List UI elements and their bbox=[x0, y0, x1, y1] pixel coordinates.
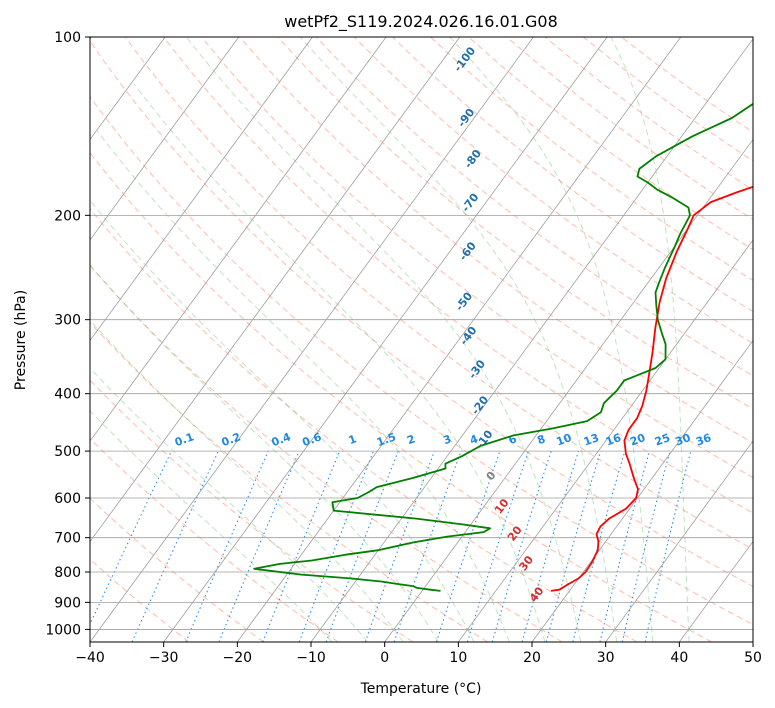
y-tick-label: 600 bbox=[54, 491, 81, 507]
x-tick-label: 30 bbox=[597, 650, 615, 666]
y-tick-label: 300 bbox=[54, 313, 81, 329]
mixing-ratio-label: 3 bbox=[441, 432, 453, 447]
x-tick-label: −40 bbox=[75, 650, 105, 666]
x-tick-label: −30 bbox=[149, 650, 179, 666]
dry-adiabat bbox=[353, 37, 753, 344]
dry-adiabat bbox=[163, 37, 753, 514]
mixing-ratio-line bbox=[435, 450, 501, 642]
y-axis-title: Pressure (hPa) bbox=[13, 290, 29, 390]
moist-adiabat bbox=[90, 199, 475, 642]
mixing-ratio-label: 25 bbox=[653, 431, 672, 448]
dry-adiabat bbox=[90, 96, 753, 626]
x-tick-label: −20 bbox=[223, 650, 253, 666]
mixing-ratio-label: 10 bbox=[555, 431, 574, 449]
isotherm-line bbox=[90, 37, 313, 342]
isotherm-line bbox=[90, 37, 387, 442]
y-tick-label: 400 bbox=[54, 387, 81, 403]
dry-adiabat bbox=[90, 264, 563, 642]
mixing-ratio-line bbox=[262, 450, 341, 642]
axes: −40 −30 −20 −10 0 10 20 30 40 5010020030040050060… bbox=[45, 30, 762, 666]
y-tick-label: 900 bbox=[54, 595, 81, 611]
moist-adiabat bbox=[186, 37, 582, 642]
mixing-ratio-line bbox=[90, 450, 172, 626]
mixing-ratio-label: 16 bbox=[604, 431, 623, 449]
isotherm-line bbox=[90, 37, 240, 241]
dry-adiabat bbox=[124, 37, 753, 550]
y-tick-label: 700 bbox=[54, 531, 81, 547]
x-axis-title: Temperature (°C) bbox=[360, 681, 482, 697]
chart-title: wetPf2_S119.2024.026.16.01.G08 bbox=[284, 12, 558, 32]
isotherm-line bbox=[384, 138, 753, 642]
isotherm-line bbox=[458, 239, 753, 642]
x-tick-label: 20 bbox=[523, 650, 541, 666]
moist-adiabat bbox=[90, 410, 333, 642]
mixing-ratio-label: 20 bbox=[628, 431, 647, 449]
mixing-ratio-label: 0.1 bbox=[173, 430, 196, 449]
mixing-ratio-label: 4 bbox=[468, 432, 480, 447]
x-tick-label: 10 bbox=[449, 650, 467, 666]
isotherm-line bbox=[163, 37, 608, 642]
dry-adiabat bbox=[315, 37, 753, 377]
mixing-ratio-label: 0.2 bbox=[220, 430, 243, 449]
y-tick-label: 100 bbox=[54, 30, 81, 46]
mixing-ratio-label: 30 bbox=[673, 431, 692, 449]
isotherm-line bbox=[237, 37, 682, 642]
mixing-ratio-label: 1.5 bbox=[375, 430, 398, 449]
mixing-ratio-line bbox=[325, 450, 399, 642]
x-tick-label: −10 bbox=[296, 650, 326, 666]
moist-adiabat bbox=[449, 37, 654, 642]
dry-adiabat bbox=[90, 208, 638, 642]
isotherm-line bbox=[605, 440, 753, 642]
mixing-ratio-line bbox=[521, 450, 579, 642]
x-tick-label: 0 bbox=[380, 650, 389, 666]
moist-adiabat bbox=[90, 319, 404, 642]
mixing-ratio-label: 2 bbox=[405, 432, 417, 447]
mixing-ratio-label: 8 bbox=[535, 432, 547, 447]
y-tick-label: 500 bbox=[54, 444, 81, 460]
x-tick-label: 50 bbox=[744, 650, 762, 666]
mixing-ratio-line bbox=[298, 450, 374, 642]
isotherm-line bbox=[90, 37, 534, 642]
moist-adiabat bbox=[610, 37, 690, 642]
isotherm-line bbox=[531, 339, 753, 642]
mixing-ratio-label: 13 bbox=[582, 431, 601, 448]
plot-frame bbox=[89, 36, 754, 643]
dry-adiabat bbox=[90, 40, 753, 588]
mixing-ratio-label: 0.4 bbox=[270, 430, 293, 449]
mixing-ratio-label: 6 bbox=[507, 432, 519, 447]
isotherm-line bbox=[90, 37, 166, 141]
dewpoint-profile bbox=[253, 102, 753, 592]
mixing-ratio-line bbox=[467, 450, 529, 642]
mixing-ratio-label: 0.6 bbox=[301, 430, 324, 449]
mixing-ratio-label: 36 bbox=[694, 431, 713, 449]
y-tick-label: 200 bbox=[54, 208, 81, 224]
plot-area: -100-90-80-70-60-50-40-30-20-10010203040… bbox=[90, 37, 753, 642]
mixing-ratio-line bbox=[545, 450, 602, 642]
mixing-ratio-line bbox=[131, 450, 219, 642]
dry-adiabat bbox=[239, 37, 753, 444]
temperature-profile bbox=[550, 185, 753, 592]
moist-adiabat bbox=[299, 37, 618, 642]
isotherm-line bbox=[310, 38, 753, 642]
dry-adiabat bbox=[90, 152, 712, 642]
dry-adiabat bbox=[277, 37, 753, 410]
y-tick-label: 800 bbox=[54, 565, 81, 581]
y-tick-label: 1000 bbox=[45, 622, 81, 638]
mixing-ratio-label: 1 bbox=[347, 432, 359, 447]
x-tick-label: 40 bbox=[670, 650, 688, 666]
